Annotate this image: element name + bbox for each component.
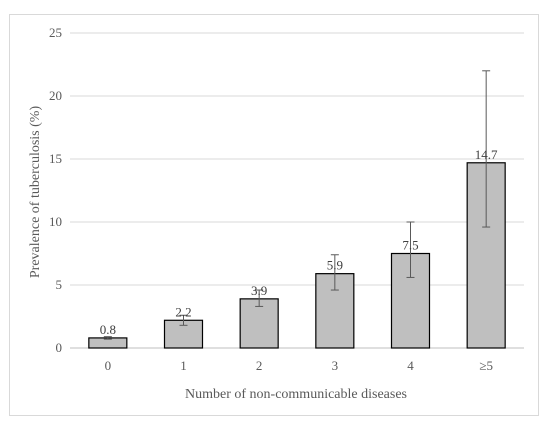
y-tick-label: 25 xyxy=(49,25,62,40)
gridlines xyxy=(70,32,524,349)
error-bars xyxy=(103,70,491,340)
x-tick-label: 2 xyxy=(256,358,263,373)
y-tick-label: 20 xyxy=(49,88,62,103)
data-label: 0.8 xyxy=(100,322,116,337)
x-tick-label: 4 xyxy=(407,358,414,373)
y-axis-title: Prevalence of tuberculosis (%) xyxy=(28,106,43,279)
chart-frame xyxy=(9,14,539,416)
data-labels: 0.8 2.2 3.9 5.9 7.5 14.7 xyxy=(100,147,498,337)
x-tick-label: 0 xyxy=(105,358,112,373)
x-tick-label: ≥5 xyxy=(479,358,493,373)
y-tick-label: 10 xyxy=(49,214,62,229)
x-axis-title: Number of non-communicable diseases xyxy=(185,387,407,402)
y-tick-label: 15 xyxy=(49,151,62,166)
x-tick-label: 1 xyxy=(180,358,187,373)
y-tick-label: 0 xyxy=(56,340,63,355)
bars xyxy=(88,162,506,349)
data-label: 14.7 xyxy=(475,147,498,162)
data-label: 5.9 xyxy=(327,258,343,273)
data-label: 2.2 xyxy=(175,304,191,319)
y-tick-label: 5 xyxy=(56,277,63,292)
y-tick-labels: 0 5 10 15 20 25 xyxy=(49,25,62,355)
data-label: 3.9 xyxy=(251,283,267,298)
x-tick-label: 3 xyxy=(332,358,339,373)
x-tick-labels: 0 1 2 3 4 ≥5 xyxy=(105,358,493,373)
data-label: 7.5 xyxy=(402,238,418,253)
